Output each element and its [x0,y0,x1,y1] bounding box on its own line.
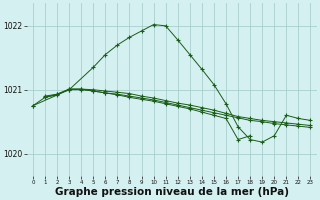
X-axis label: Graphe pression niveau de la mer (hPa): Graphe pression niveau de la mer (hPa) [55,187,289,197]
